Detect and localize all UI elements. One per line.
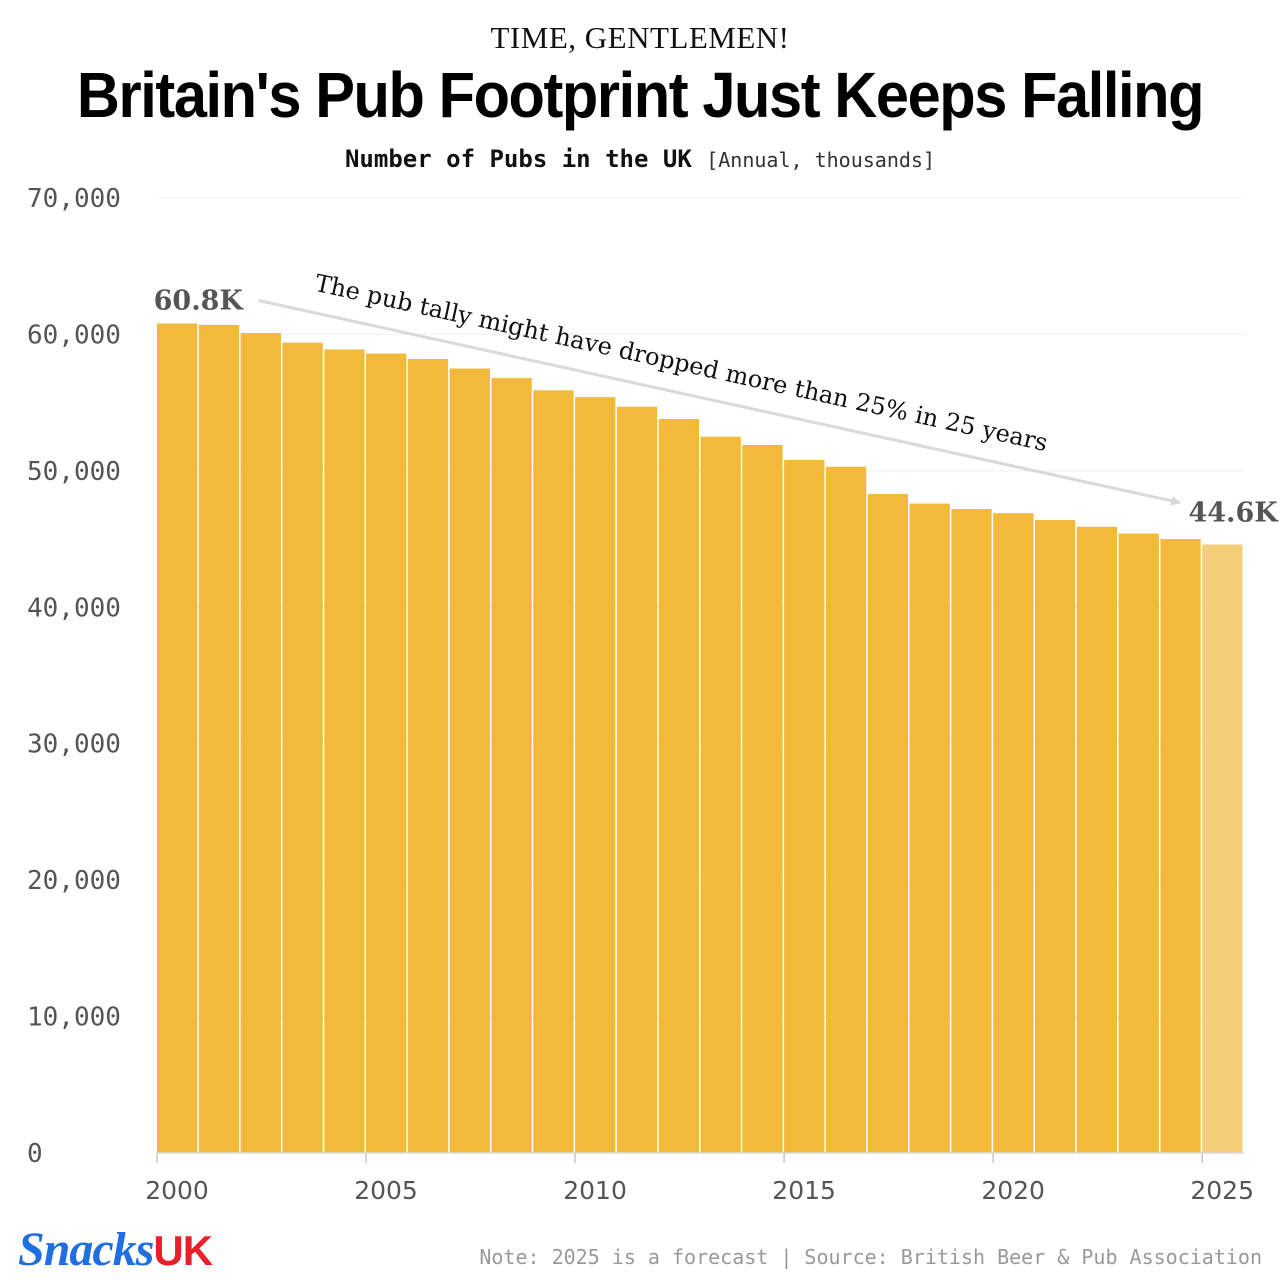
bar xyxy=(1118,533,1159,1153)
bar-forecast xyxy=(1202,544,1243,1153)
x-tick-label: 2005 xyxy=(354,1176,418,1205)
bar xyxy=(407,358,449,1153)
bar xyxy=(742,444,783,1154)
y-tick-label: 20,000 xyxy=(27,866,121,896)
snacks-uk-logo: SnacksUK xyxy=(18,1222,213,1277)
bar xyxy=(616,406,658,1153)
logo-snacks: Snacks xyxy=(18,1223,154,1276)
bar xyxy=(198,324,240,1154)
chart-subtitle: Number of Pubs in the UK [Annual, thousa… xyxy=(0,145,1280,173)
bar xyxy=(1160,539,1201,1153)
x-tick-label: 2015 xyxy=(772,1176,836,1205)
bar xyxy=(700,436,741,1153)
y-axis: 0 10,000 20,000 30,000 40,000 50,000 60,000 70,… xyxy=(27,184,121,1169)
bar xyxy=(157,323,198,1153)
y-tick-label: 0 xyxy=(27,1139,43,1169)
y-tick-label: 30,000 xyxy=(27,730,121,760)
logo-uk: UK xyxy=(153,1227,213,1274)
bar xyxy=(867,494,909,1153)
bar xyxy=(491,378,532,1154)
bar xyxy=(658,419,699,1153)
end-value-label: 44.6K xyxy=(1188,498,1279,529)
bar xyxy=(366,353,407,1153)
source-note: Note: 2025 is a forecast | Source: Briti… xyxy=(479,1245,1262,1269)
y-tick-label: 10,000 xyxy=(27,1003,121,1033)
y-tick-label: 40,000 xyxy=(27,593,121,623)
bar xyxy=(533,390,574,1154)
bar xyxy=(324,349,365,1154)
bar xyxy=(282,342,323,1154)
bar xyxy=(240,333,281,1153)
y-tick-label: 50,000 xyxy=(27,457,121,487)
bar xyxy=(575,397,616,1154)
bar xyxy=(993,513,1034,1153)
bar xyxy=(1076,526,1118,1153)
bar xyxy=(449,368,490,1153)
subtitle-main: Number of Pubs in the UK xyxy=(344,145,692,173)
chart-kicker: TIME, GENTLEMEN! xyxy=(490,20,790,55)
bar xyxy=(825,466,867,1153)
chart-title: Britain's Pub Footprint Just Keeps Falli… xyxy=(76,59,1205,131)
bar xyxy=(951,509,992,1153)
y-tick-label: 60,000 xyxy=(27,320,121,350)
bar xyxy=(1034,519,1076,1153)
bar xyxy=(909,503,950,1154)
start-value-label: 60.8K xyxy=(154,286,245,317)
x-tick-label: 2025 xyxy=(1190,1176,1254,1205)
bars xyxy=(157,323,1243,1154)
x-axis: 2000 2005 2010 2015 2020 2025 xyxy=(145,1152,1254,1205)
x-tick-label: 2020 xyxy=(981,1176,1045,1205)
trend-arrow xyxy=(258,299,1182,506)
y-tick-label: 70,000 xyxy=(27,184,121,214)
x-tick-label: 2000 xyxy=(145,1176,209,1205)
x-tick-label: 2010 xyxy=(563,1176,627,1205)
bar xyxy=(784,459,825,1153)
subtitle-unit: [Annual, thousands] xyxy=(706,148,935,172)
